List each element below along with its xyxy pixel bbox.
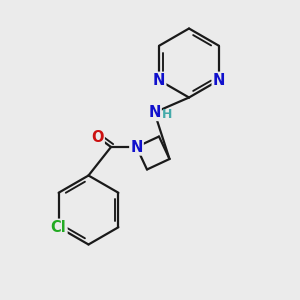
Text: N: N (130, 140, 143, 154)
Text: N: N (148, 105, 161, 120)
Text: O: O (91, 130, 104, 145)
Text: N: N (213, 73, 225, 88)
Text: N: N (153, 73, 165, 88)
Text: Cl: Cl (51, 220, 67, 235)
Text: H: H (162, 107, 172, 121)
